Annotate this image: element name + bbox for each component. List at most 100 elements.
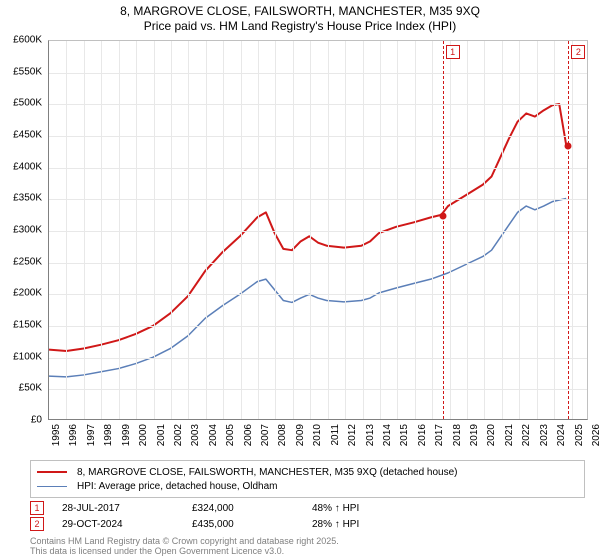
x-tick-label: 2019	[469, 424, 480, 446]
x-tick-label: 2018	[452, 424, 463, 446]
x-tick-label: 2009	[295, 424, 306, 446]
gridline-v	[345, 41, 346, 419]
gridline-h	[49, 73, 587, 74]
gridline-v	[84, 41, 85, 419]
x-tick-label: 2020	[486, 424, 497, 446]
chart-container: 8, MARGROVE CLOSE, FAILSWORTH, MANCHESTE…	[0, 0, 600, 560]
gridline-v	[310, 41, 311, 419]
sale-event-dot	[439, 212, 446, 219]
sale-date-1: 28-JUL-2017	[62, 503, 192, 514]
series-price_paid	[49, 104, 566, 351]
sale-event-dot	[565, 142, 572, 149]
gridline-v	[467, 41, 468, 419]
gridline-v	[101, 41, 102, 419]
x-tick-label: 2011	[330, 424, 341, 446]
series-hpi	[49, 198, 566, 376]
x-tick-label: 2003	[190, 424, 201, 446]
x-tick-label: 2022	[521, 424, 532, 446]
x-tick-label: 2013	[365, 424, 376, 446]
sale-hpi-2: 28% ↑ HPI	[312, 519, 432, 530]
y-tick-label: £500K	[0, 98, 42, 109]
x-tick-label: 2004	[208, 424, 219, 446]
gridline-v	[188, 41, 189, 419]
gridline-v	[450, 41, 451, 419]
plot-area: 12	[48, 40, 588, 420]
chart-plot-wrap: 12 £0£50K£100K£150K£200K£250K£300K£350K£…	[48, 40, 588, 420]
gridline-v	[206, 41, 207, 419]
gridline-v	[537, 41, 538, 419]
sale-row-2: 2 29-OCT-2024 £435,000 28% ↑ HPI	[30, 516, 432, 532]
x-tick-label: 2015	[399, 424, 410, 446]
gridline-v	[328, 41, 329, 419]
gridline-v	[119, 41, 120, 419]
x-tick-label: 1995	[51, 424, 62, 446]
y-tick-label: £300K	[0, 225, 42, 236]
y-tick-label: £400K	[0, 161, 42, 172]
sale-badge-1-num: 1	[34, 503, 39, 513]
gridline-v	[136, 41, 137, 419]
sale-price-1: £324,000	[192, 503, 312, 514]
y-tick-label: £600K	[0, 35, 42, 46]
y-tick-label: £450K	[0, 130, 42, 141]
y-tick-label: £50K	[0, 383, 42, 394]
x-tick-label: 2017	[434, 424, 445, 446]
gridline-v	[241, 41, 242, 419]
gridline-h	[49, 231, 587, 232]
gridline-h	[49, 294, 587, 295]
title-address: 8, MARGROVE CLOSE, FAILSWORTH, MANCHESTE…	[0, 4, 600, 18]
x-tick-label: 2005	[225, 424, 236, 446]
sale-badge-1: 1	[30, 501, 44, 515]
x-tick-label: 2006	[243, 424, 254, 446]
sale-date-2: 29-OCT-2024	[62, 519, 192, 530]
x-tick-label: 1999	[121, 424, 132, 446]
x-tick-label: 2016	[417, 424, 428, 446]
x-tick-label: 2010	[312, 424, 323, 446]
sale-row-1: 1 28-JUL-2017 £324,000 48% ↑ HPI	[30, 500, 432, 516]
gridline-h	[49, 136, 587, 137]
sale-event-line	[443, 41, 444, 419]
gridline-v	[380, 41, 381, 419]
y-tick-label: £250K	[0, 256, 42, 267]
gridline-v	[223, 41, 224, 419]
gridline-v	[275, 41, 276, 419]
gridline-v	[66, 41, 67, 419]
sale-event-line	[568, 41, 569, 419]
x-tick-label: 2008	[277, 424, 288, 446]
y-tick-label: £0	[0, 415, 42, 426]
gridline-h	[49, 358, 587, 359]
sale-badge-2: 2	[30, 517, 44, 531]
sale-event-badge: 1	[446, 45, 460, 59]
gridline-h	[49, 263, 587, 264]
x-tick-label: 2014	[382, 424, 393, 446]
legend-item-price-paid: 8, MARGROVE CLOSE, FAILSWORTH, MANCHESTE…	[37, 465, 578, 479]
x-tick-label: 2007	[260, 424, 271, 446]
x-tick-label: 2024	[556, 424, 567, 446]
gridline-h	[49, 199, 587, 200]
x-tick-label: 1996	[68, 424, 79, 446]
y-tick-label: £100K	[0, 351, 42, 362]
gridline-v	[484, 41, 485, 419]
x-tick-label: 2026	[591, 424, 600, 446]
x-tick-label: 1998	[103, 424, 114, 446]
gridline-h	[49, 104, 587, 105]
sale-badge-2-num: 2	[34, 519, 39, 529]
gridline-h	[49, 389, 587, 390]
legend-box: 8, MARGROVE CLOSE, FAILSWORTH, MANCHESTE…	[30, 460, 585, 498]
gridline-v	[363, 41, 364, 419]
y-tick-label: £350K	[0, 193, 42, 204]
x-tick-label: 2023	[539, 424, 550, 446]
footer-attribution: Contains HM Land Registry data © Crown c…	[30, 537, 339, 557]
gridline-h	[49, 326, 587, 327]
legend-item-hpi: HPI: Average price, detached house, Oldh…	[37, 479, 578, 493]
gridline-v	[415, 41, 416, 419]
x-tick-label: 1997	[86, 424, 97, 446]
line-series-svg	[49, 41, 587, 419]
legend-label-price-paid: 8, MARGROVE CLOSE, FAILSWORTH, MANCHESTE…	[77, 467, 458, 478]
chart-title: 8, MARGROVE CLOSE, FAILSWORTH, MANCHESTE…	[0, 0, 600, 33]
title-subtitle: Price paid vs. HM Land Registry's House …	[0, 19, 600, 33]
x-tick-label: 2012	[347, 424, 358, 446]
gridline-v	[258, 41, 259, 419]
y-tick-label: £200K	[0, 288, 42, 299]
sale-event-badge: 2	[571, 45, 585, 59]
footer-line2: This data is licensed under the Open Gov…	[30, 547, 339, 557]
